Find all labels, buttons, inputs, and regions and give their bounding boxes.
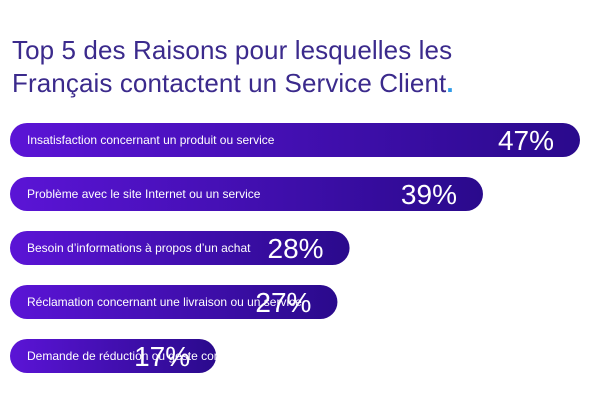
bars-group: Insatisfaction concernant un produit ou … <box>10 123 580 373</box>
bar-value-1: 47% <box>498 125 554 156</box>
bar-value-2: 39% <box>401 179 457 210</box>
bar-1 <box>10 123 580 157</box>
bar-label-1: Insatisfaction concernant un produit ou … <box>27 133 275 147</box>
bar-value-5: 17% <box>134 341 190 372</box>
bar-label-2: Problème avec le site Internet ou un ser… <box>27 187 261 201</box>
bar-2 <box>10 177 483 211</box>
bar-value-3: 28% <box>268 233 324 264</box>
bar-label-5: Demande de réduction ou geste commercial <box>27 349 262 363</box>
bar-label-4: Réclamation concernant une livraison ou … <box>27 295 302 309</box>
bar-3 <box>10 231 350 265</box>
chart-title-line-1: Top 5 des Raisons pour lesquelles les <box>12 35 453 65</box>
chart-title: Top 5 des Raisons pour lesquelles les Fr… <box>12 34 454 100</box>
chart-title-line-2-text: Français contactent un Service Client <box>12 68 447 98</box>
title-accent-dot: . <box>446 68 454 98</box>
bar-value-4: 27% <box>255 287 311 318</box>
chart-title-line-2: Français contactent un Service Client. <box>12 67 454 100</box>
bar-5 <box>10 339 217 373</box>
bar-4 <box>10 285 338 319</box>
bar-label-3: Besoin d’informations à propos d’un acha… <box>27 241 251 255</box>
